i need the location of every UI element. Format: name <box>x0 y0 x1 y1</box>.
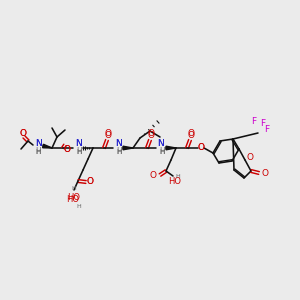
Polygon shape <box>166 146 176 150</box>
Text: H: H <box>116 149 122 155</box>
Text: N: N <box>34 140 41 148</box>
Text: N: N <box>115 140 122 148</box>
Text: H: H <box>176 173 180 178</box>
Text: HO: HO <box>169 176 182 185</box>
Text: H: H <box>76 149 82 155</box>
Text: O: O <box>197 143 205 152</box>
Text: F: F <box>264 125 270 134</box>
Text: N: N <box>158 140 164 148</box>
Text: H: H <box>35 146 41 155</box>
Text: O: O <box>149 172 156 181</box>
Text: H: H <box>159 148 165 157</box>
Text: N: N <box>34 140 41 148</box>
Text: O: O <box>148 130 154 140</box>
Text: F: F <box>260 119 266 128</box>
Text: O: O <box>104 130 112 140</box>
Text: O: O <box>104 130 112 139</box>
Text: F: F <box>251 118 256 127</box>
Polygon shape <box>123 146 133 150</box>
Text: H: H <box>72 187 76 191</box>
Text: O: O <box>86 178 94 187</box>
Text: O: O <box>197 143 205 152</box>
Text: H: H <box>76 203 81 208</box>
Text: HO: HO <box>68 193 80 202</box>
Text: O: O <box>188 130 194 139</box>
Text: O: O <box>188 130 194 140</box>
Text: N: N <box>115 140 122 148</box>
Polygon shape <box>43 144 52 148</box>
Text: N: N <box>75 140 81 148</box>
Text: H: H <box>35 149 40 155</box>
Text: O: O <box>262 169 268 178</box>
Text: O: O <box>64 146 70 154</box>
Text: O: O <box>20 128 26 137</box>
Text: HO: HO <box>67 196 80 205</box>
Text: N: N <box>158 140 164 148</box>
Text: H: H <box>159 149 165 155</box>
Text: O: O <box>86 178 94 187</box>
Text: H: H <box>76 148 82 157</box>
Text: N: N <box>75 140 81 148</box>
Text: O: O <box>148 130 154 139</box>
Text: H: H <box>116 148 122 157</box>
Text: O: O <box>20 128 26 137</box>
Text: O: O <box>247 154 254 163</box>
Text: O: O <box>64 145 70 154</box>
